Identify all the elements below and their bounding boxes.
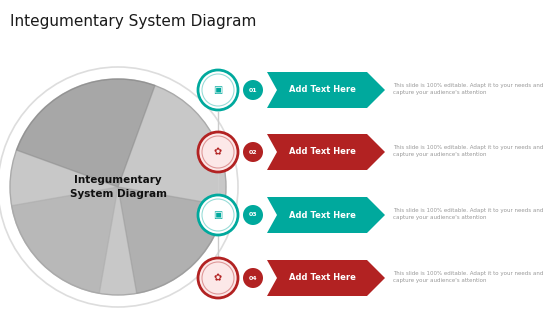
Circle shape [198,70,238,110]
Polygon shape [267,134,385,170]
Text: Add Text Here: Add Text Here [288,85,356,94]
Text: This slide is 100% editable. Adapt it to your needs and
capture your audience's : This slide is 100% editable. Adapt it to… [393,145,543,157]
Text: 02: 02 [249,150,257,154]
Circle shape [10,79,226,295]
Circle shape [243,80,263,100]
Circle shape [198,195,238,235]
Text: ▣: ▣ [213,85,223,95]
Text: 04: 04 [249,276,257,280]
Text: Add Text Here: Add Text Here [288,273,356,283]
Text: ✿: ✿ [214,147,222,157]
Circle shape [198,132,238,172]
Text: 03: 03 [249,213,257,217]
Text: This slide is 100% editable. Adapt it to your needs and
capture your audience's : This slide is 100% editable. Adapt it to… [393,208,543,220]
Text: This slide is 100% editable. Adapt it to your needs and
capture your audience's : This slide is 100% editable. Adapt it to… [393,83,543,95]
Text: Integumentary System Diagram: Integumentary System Diagram [10,14,256,29]
Text: ▣: ▣ [213,210,223,220]
Circle shape [198,258,238,298]
Circle shape [243,205,263,225]
Circle shape [243,142,263,162]
Polygon shape [16,79,155,187]
Text: Add Text Here: Add Text Here [288,147,356,157]
Text: 01: 01 [249,88,257,93]
Polygon shape [118,187,225,293]
Text: This slide is 100% editable. Adapt it to your needs and
capture your audience's : This slide is 100% editable. Adapt it to… [393,271,543,283]
Polygon shape [267,72,385,108]
Text: Integumentary
System Diagram: Integumentary System Diagram [69,175,166,199]
Text: ✿: ✿ [214,273,222,283]
Polygon shape [12,187,118,293]
Polygon shape [267,260,385,296]
Circle shape [243,268,263,288]
Text: Add Text Here: Add Text Here [288,210,356,220]
Polygon shape [267,197,385,233]
